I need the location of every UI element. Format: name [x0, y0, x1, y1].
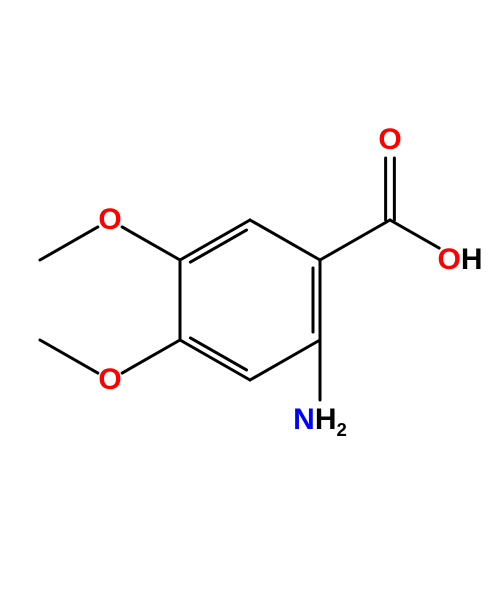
atom-O_dbl: O	[378, 125, 401, 155]
atom-OH: OH	[437, 245, 482, 275]
molecule-canvas: O OH O O NH2	[0, 0, 500, 600]
atom-O_m3: O	[98, 205, 121, 235]
atom-NH2: NH2	[293, 405, 347, 435]
bond-layer	[0, 0, 500, 600]
atom-O_m4: O	[98, 365, 121, 395]
